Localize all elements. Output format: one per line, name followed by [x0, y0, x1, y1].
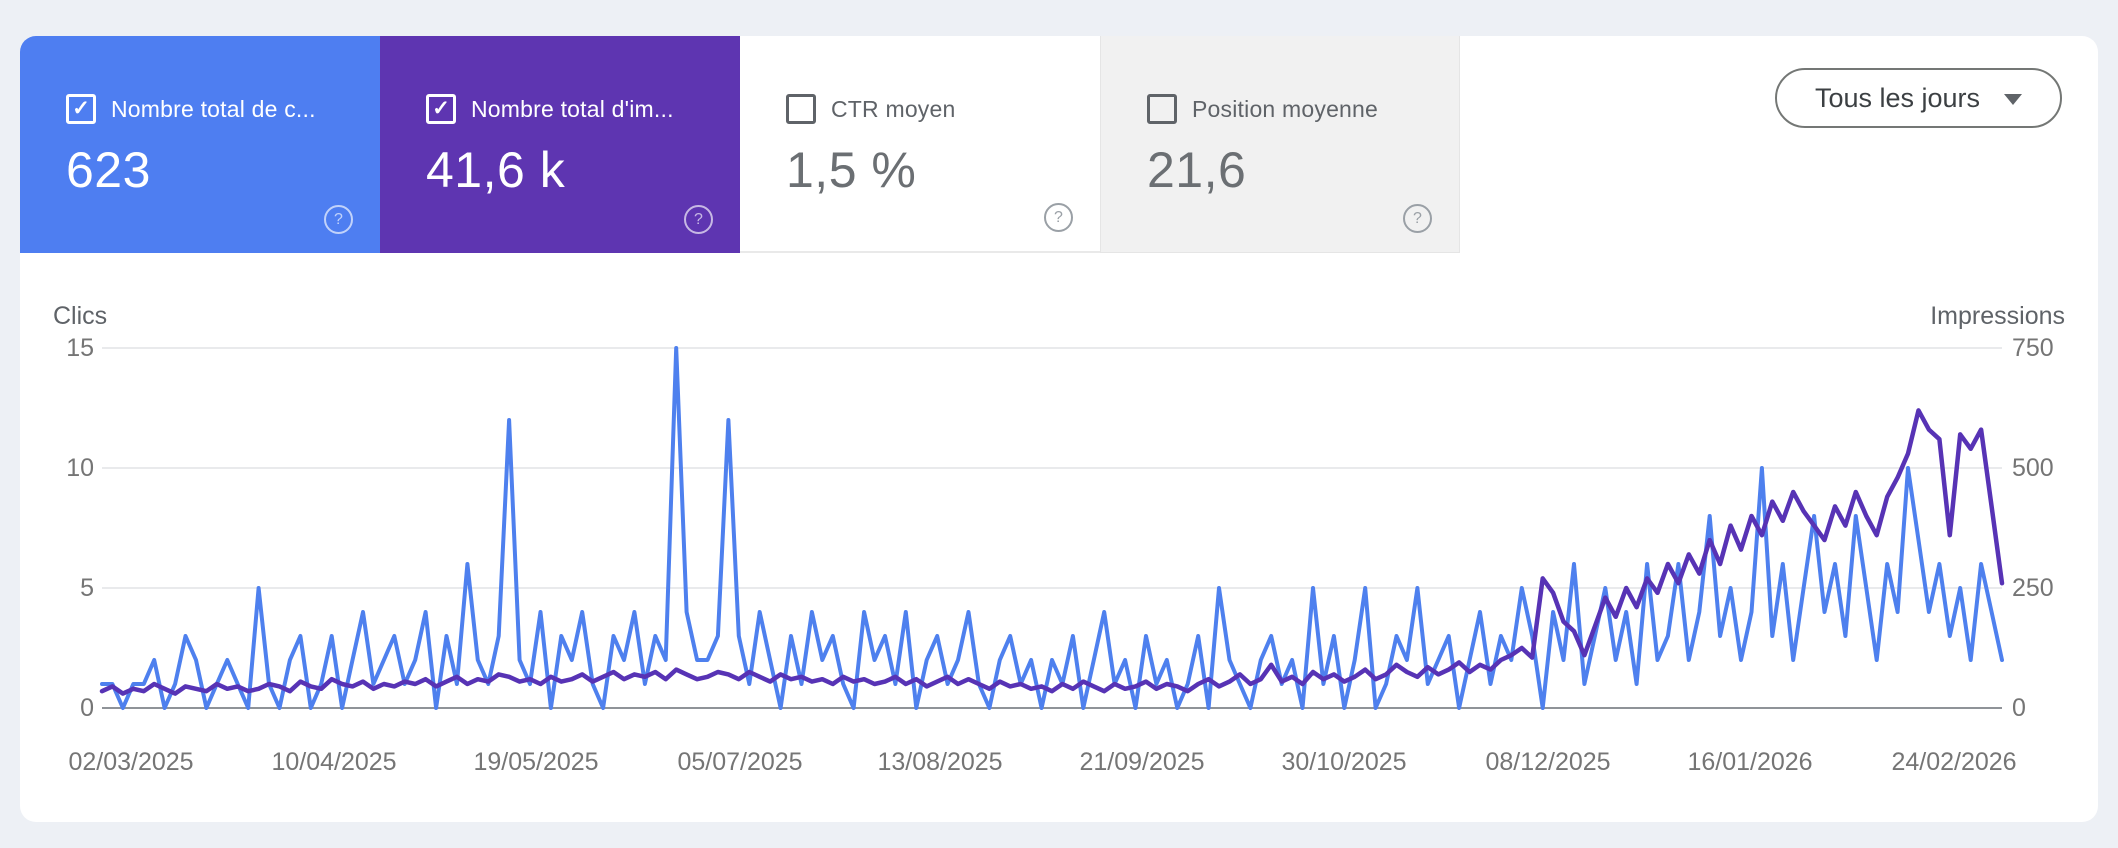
x-axis-date-label: 16/01/2026 — [1687, 748, 1813, 776]
metric-card-value: 21,6 — [1147, 142, 1247, 198]
left-axis-tick: 0 — [80, 694, 94, 722]
metric-card-head: ✓ Position moyenne — [1147, 94, 1459, 124]
ctr-checkbox[interactable]: ✓ — [786, 94, 816, 124]
date-filter-dropdown[interactable]: Tous les jours — [1775, 68, 2062, 128]
left-axis-tick: 5 — [80, 574, 94, 602]
performance-panel: ✓ Nombre total de c... 623 ? ✓ Nombre to… — [20, 36, 2098, 822]
left-axis-title: Clics — [53, 302, 108, 330]
metric-card-head: ✓ Nombre total de c... — [66, 94, 380, 124]
right-axis-tick: 0 — [2012, 694, 2026, 722]
question-mark-glyph: ? — [334, 210, 343, 228]
impressions-checkbox[interactable]: ✓ — [426, 94, 456, 124]
checkmark-icon: ✓ — [72, 97, 90, 120]
metric-card-value: 1,5 % — [786, 142, 917, 198]
left-axis-tick: 10 — [66, 454, 94, 482]
x-axis-date-label: 10/04/2025 — [271, 748, 397, 776]
checkmark-icon: ✓ — [432, 97, 450, 120]
x-axis-date-label: 02/03/2025 — [68, 748, 194, 776]
metric-card-label: Nombre total d'im... — [471, 95, 674, 122]
right-axis-title: Impressions — [1930, 302, 2065, 330]
metric-card-label: CTR moyen — [831, 95, 956, 122]
x-axis-date-label: 19/05/2025 — [473, 748, 599, 776]
metric-card-average-ctr[interactable]: ✓ CTR moyen 1,5 % ? — [740, 36, 1100, 253]
metric-card-label: Position moyenne — [1192, 95, 1379, 122]
x-axis-date-label: 05/07/2025 — [677, 748, 803, 776]
metric-card-value: 623 — [66, 142, 151, 198]
right-axis-tick: 750 — [2012, 334, 2054, 362]
date-filter-label: Tous les jours — [1814, 82, 1981, 113]
help-icon[interactable]: ? — [1403, 204, 1432, 233]
metric-card-total-clicks[interactable]: ✓ Nombre total de c... 623 ? — [20, 36, 380, 253]
x-axis-date-label: 30/10/2025 — [1281, 748, 1407, 776]
question-mark-glyph: ? — [1054, 208, 1063, 226]
metric-cards-row: ✓ Nombre total de c... 623 ? ✓ Nombre to… — [20, 36, 2098, 253]
metric-card-head: ✓ CTR moyen — [786, 94, 1100, 124]
metric-card-head: ✓ Nombre total d'im... — [426, 94, 740, 124]
x-axis-date-label: 08/12/2025 — [1485, 748, 1611, 776]
metric-card-label: Nombre total de c... — [111, 95, 316, 122]
chevron-down-icon — [2004, 94, 2023, 105]
position-checkbox[interactable]: ✓ — [1147, 94, 1177, 124]
left-axis-tick: 15 — [66, 334, 94, 362]
question-mark-glyph: ? — [1413, 209, 1422, 227]
x-axis-date-label: 13/08/2025 — [877, 748, 1003, 776]
help-icon[interactable]: ? — [684, 205, 713, 234]
metric-card-value: 41,6 k — [426, 142, 566, 198]
x-axis-date-label: 24/02/2026 — [1891, 748, 2017, 776]
metric-card-average-position[interactable]: ✓ Position moyenne 21,6 ? — [1100, 36, 1460, 253]
right-axis-tick: 250 — [2012, 574, 2054, 602]
metric-card-total-impressions[interactable]: ✓ Nombre total d'im... 41,6 k ? — [380, 36, 740, 253]
question-mark-glyph: ? — [694, 210, 703, 228]
x-axis-date-label: 21/09/2025 — [1079, 748, 1205, 776]
right-axis-tick: 500 — [2012, 454, 2054, 482]
clicks-checkbox[interactable]: ✓ — [66, 94, 96, 124]
help-icon[interactable]: ? — [324, 205, 353, 234]
help-icon[interactable]: ? — [1044, 203, 1073, 232]
